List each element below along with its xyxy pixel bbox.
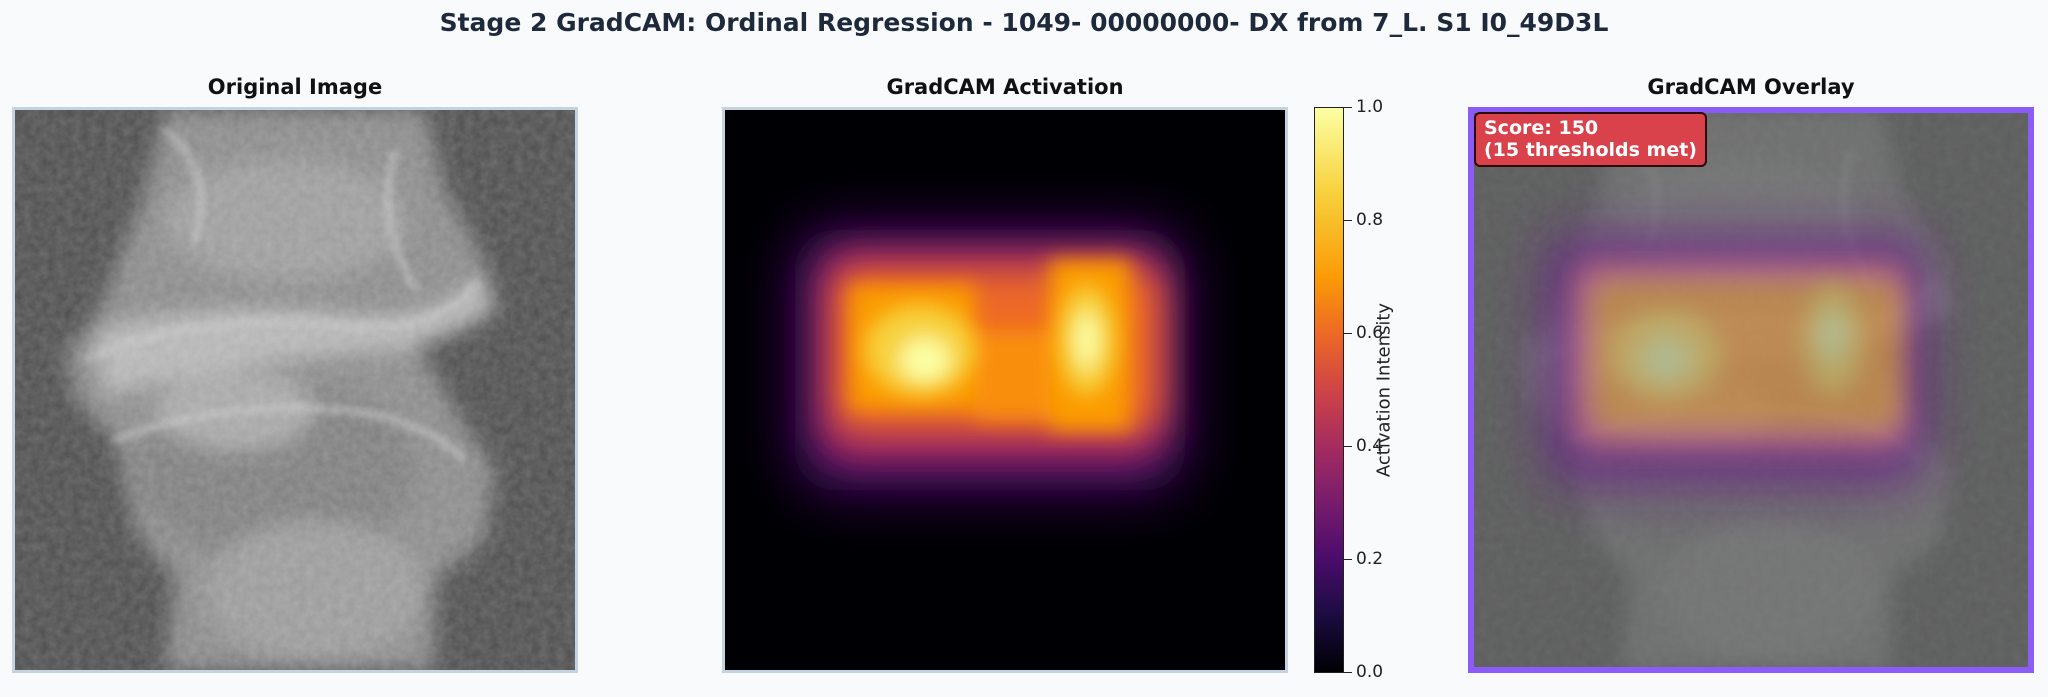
colorbar-tick-label: 0.2 (1356, 549, 1384, 569)
colorbar: 0.0 0.2 0.4 0.6 0.8 1.0 (1314, 99, 1383, 681)
overlay-title: GradCAM Overlay (1647, 75, 1855, 99)
colorbar-tick-label: 0.0 (1356, 662, 1384, 682)
score-badge: Score: 150 (15 thresholds met) (1474, 112, 1707, 167)
original-image-title: Original Image (207, 75, 383, 99)
colorbar-tick-label: 0.4 (1356, 436, 1384, 456)
activation-title: GradCAM Activation (886, 75, 1124, 99)
colorbar-tick-label: 0.8 (1356, 210, 1384, 230)
score-text: Score: 150 (1484, 117, 1599, 139)
colorbar-tick (1344, 220, 1352, 221)
colorbar-tick (1344, 559, 1352, 560)
colorbar-gradient (1314, 107, 1344, 673)
colorbar-tick-label: 1.0 (1356, 97, 1384, 117)
gradcam-heatmap (722, 107, 1288, 673)
figure-title: Stage 2 GradCAM: Ordinal Regression - 10… (439, 8, 1609, 37)
colorbar-tick (1344, 672, 1352, 673)
colorbar-label: Activation Intensity (1373, 302, 1395, 478)
colorbar-tick (1344, 107, 1352, 108)
original-xray-image (12, 107, 578, 673)
colorbar-tick-label: 0.6 (1356, 323, 1384, 343)
gradcam-overlay-image (1468, 107, 2034, 673)
thresholds-text: (15 thresholds met) (1484, 139, 1697, 161)
colorbar-tick (1344, 333, 1352, 334)
colorbar-tick (1344, 446, 1352, 447)
